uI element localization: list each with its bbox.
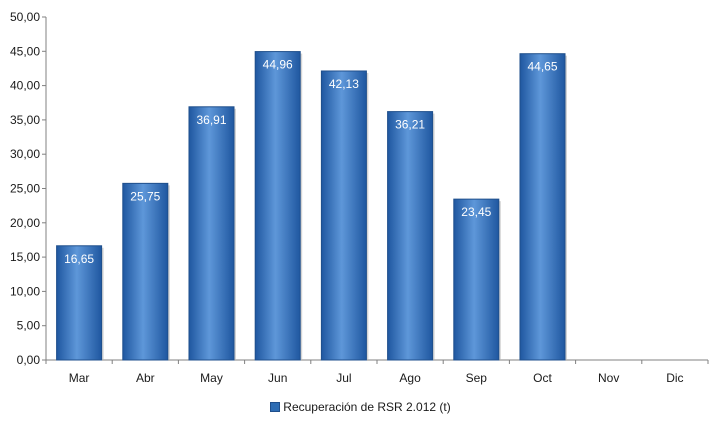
bar: [254, 51, 301, 361]
bar-data-label: 42,13: [329, 77, 359, 91]
bar: [387, 111, 434, 361]
axes: 0,00 5,00 10,00 15,00 20,00 25,00 30,00 35,00 40…: [10, 10, 709, 385]
y-tick-label: 0,00: [17, 353, 41, 367]
data-labels: 16,65 25,75 36,91 44,96 42,13 36,21 23,45 44,65: [64, 58, 558, 266]
bar: [122, 182, 169, 361]
x-tick-label: Nov: [598, 371, 619, 385]
y-tick-label: 20,00: [10, 216, 40, 230]
y-tick-label: 10,00: [10, 284, 40, 298]
x-tick-label: Abr: [136, 371, 155, 385]
legend-series-label: Recuperación de RSR 2.012 (t): [283, 399, 451, 414]
bar-data-label: 16,65: [64, 252, 94, 266]
y-tick-label: 15,00: [10, 250, 40, 264]
x-tick-label: Dic: [666, 371, 683, 385]
y-tick-label: 45,00: [10, 44, 40, 58]
legend: Recuperación de RSR 2.012 (t): [0, 399, 721, 414]
bar: [519, 53, 566, 361]
x-tick-label: Sep: [466, 371, 488, 385]
bar-data-label: 44,96: [263, 58, 293, 72]
bar-data-label: 23,45: [461, 205, 491, 219]
x-tick-label: Jun: [268, 371, 287, 385]
bar: [320, 70, 367, 361]
bars: [56, 51, 568, 361]
bar-data-label: 25,75: [130, 189, 160, 203]
bar-data-label: 36,21: [395, 118, 425, 132]
y-tick-label: 50,00: [10, 10, 40, 24]
y-tick-label: 5,00: [17, 319, 41, 333]
y-tick-label: 25,00: [10, 182, 40, 196]
y-tick-label: 40,00: [10, 79, 40, 93]
y-tick-label: 30,00: [10, 147, 40, 161]
x-tick-label: Jul: [336, 371, 351, 385]
x-tick-label: Ago: [399, 371, 421, 385]
bar: [188, 106, 235, 361]
bar: [56, 245, 103, 361]
bar: [453, 198, 500, 361]
x-tick-label: May: [200, 371, 223, 385]
x-tick-label: Mar: [69, 371, 90, 385]
bar-data-label: 36,91: [196, 113, 226, 127]
y-tick-label: 35,00: [10, 113, 40, 127]
bar-data-label: 44,65: [527, 60, 557, 74]
legend-swatch: [270, 401, 281, 412]
x-tick-label: Oct: [533, 371, 552, 385]
